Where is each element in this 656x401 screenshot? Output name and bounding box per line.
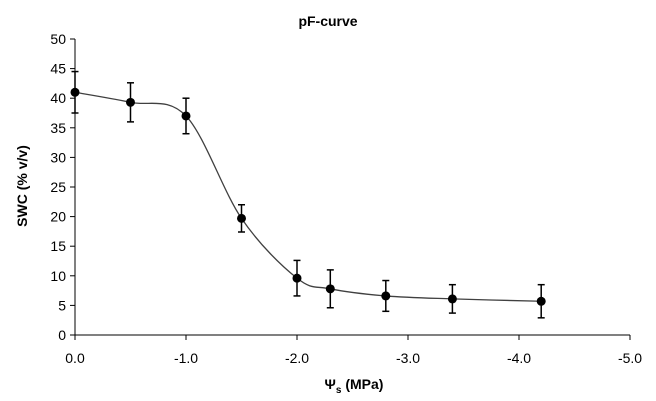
y-tick-label: 10 — [50, 268, 66, 284]
x-tick-label: -4.0 — [507, 350, 531, 366]
y-tick-label: 20 — [50, 209, 66, 225]
x-tick-label: -5.0 — [618, 350, 642, 366]
y-tick-label: 30 — [50, 149, 66, 165]
x-axis-title-symbol: Ψ — [325, 376, 336, 392]
chart-title: pF-curve — [298, 13, 357, 29]
data-point — [292, 273, 302, 283]
x-tick-label: -1.0 — [174, 350, 198, 366]
x-tick-label: 0.0 — [65, 350, 85, 366]
data-point — [70, 87, 80, 97]
x-axis-title-subscript: s — [336, 385, 342, 396]
plot-area: 0 5 10 15 20 25 30 35 40 45 50 0.0 -1.0 -2.0 -3.0 -4.0 -… — [50, 31, 642, 366]
y-axis-title: SWC (% v/v) — [14, 145, 30, 227]
data-point — [237, 213, 246, 223]
y-tick-label: 50 — [50, 31, 66, 47]
x-axis-title-unit: (MPa) — [341, 376, 383, 392]
data-point — [126, 97, 135, 107]
data-point — [381, 291, 391, 301]
data-point — [447, 294, 457, 304]
x-tick-label: -3.0 — [396, 350, 420, 366]
x-tick-label: -2.0 — [285, 350, 309, 366]
series-curve — [74, 91, 542, 302]
data-point — [536, 296, 546, 306]
y-tick-label: 0 — [58, 327, 66, 343]
y-tick-label: 40 — [50, 90, 66, 106]
data-point — [181, 111, 191, 121]
y-tick-label: 35 — [50, 120, 66, 136]
y-tick-label: 5 — [58, 297, 66, 313]
data-point — [325, 284, 335, 294]
y-tick-label: 15 — [50, 238, 66, 254]
y-tick-label: 25 — [50, 179, 66, 195]
y-tick-label: 45 — [50, 61, 66, 77]
x-axis-title: Ψs (MPa) — [325, 376, 384, 396]
